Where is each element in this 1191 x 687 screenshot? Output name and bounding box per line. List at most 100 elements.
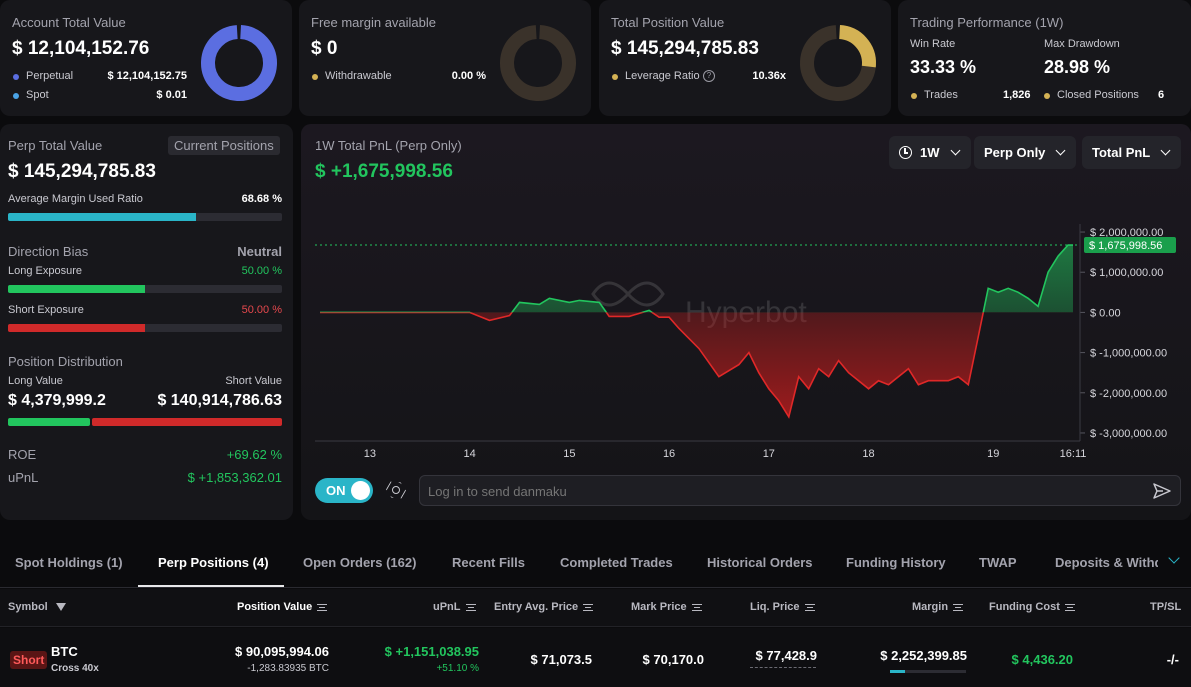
row-entry-price: $ 71,073.5 — [530, 652, 592, 667]
col-entry-price[interactable]: Entry Avg. Price — [494, 601, 594, 613]
distribution-bar — [8, 418, 282, 426]
perp-total-value: $ 145,294,785.83 — [8, 161, 156, 182]
metric-select[interactable]: Total PnL — [1082, 136, 1182, 169]
trading-performance-card: Trading Performance (1W) Win Rate 33.33 … — [898, 0, 1191, 116]
y-tick-label: $ -1,000,000.00 — [1090, 348, 1167, 360]
trades-value: 1,826 — [1003, 89, 1031, 101]
tab-twap[interactable]: TWAP — [979, 555, 1017, 570]
col-upnl[interactable]: uPnL — [433, 601, 476, 613]
row-tpsl[interactable]: -/- — [1166, 652, 1179, 667]
upnl-value: $ +1,853,362.01 — [187, 470, 282, 485]
sort-icon — [953, 603, 964, 611]
danmaku-input[interactable] — [428, 481, 1128, 501]
trades-label: Trades — [924, 89, 958, 101]
tab-deposits[interactable]: Deposits & Withdr — [1055, 555, 1158, 570]
tab-recent-fills[interactable]: Recent Fills — [452, 555, 525, 570]
leverage-label: Leverage Ratio — [625, 70, 700, 82]
roe-label: ROE — [8, 447, 37, 462]
table-row[interactable] — [0, 628, 1191, 687]
long-amount: $ 4,379,999.2 — [8, 392, 106, 409]
liq-underline — [750, 667, 816, 668]
position-value-title: Total Position Value — [611, 15, 725, 30]
col-position-value[interactable]: Position Value — [237, 601, 328, 613]
row-upnl: $ +1,151,038.95 — [384, 644, 479, 659]
tab-overflow-clip: Deposits & Withdr — [1055, 552, 1158, 572]
sort-icon — [317, 603, 328, 611]
drawdown-label: Max Drawdown — [1044, 38, 1120, 50]
row-symbol[interactable]: BTC — [51, 644, 78, 659]
row-upnl-pct: +51.10 % — [436, 663, 479, 674]
x-tick-label: 19 — [987, 448, 999, 460]
long-exposure-label: Long Exposure — [8, 265, 82, 277]
chevron-down-icon — [1160, 145, 1171, 156]
tab-open-orders[interactable]: Open Orders (162) — [303, 555, 417, 570]
leverage-value: 10.36x — [752, 70, 786, 82]
toggle-knob — [351, 481, 370, 500]
position-value-card: Total Position Value $ 145,294,785.83 Le… — [599, 0, 891, 116]
closed-value: 6 — [1158, 89, 1165, 101]
withdrawable-value: 0.00 % — [451, 70, 486, 82]
side-badge: Short — [10, 651, 48, 669]
col-funding-cost[interactable]: Funding Cost — [989, 601, 1075, 613]
tab-spot-holdings[interactable]: Spot Holdings (1) — [15, 555, 123, 570]
withdrawable-dot — [312, 74, 318, 80]
win-rate-value: 33.33 % — [910, 57, 977, 77]
col-mark-price[interactable]: Mark Price — [631, 601, 702, 613]
sort-icon — [583, 603, 594, 611]
col-symbol[interactable]: Symbol — [8, 601, 66, 613]
drawdown-value: 28.98 % — [1044, 57, 1111, 77]
sort-icon — [804, 603, 815, 611]
x-tick-label: 13 — [364, 448, 376, 460]
margin-ratio-bar — [8, 213, 282, 221]
pnl-chart-panel: 1W Total PnL (Perp Only) $ +1,675,998.56… — [301, 124, 1191, 520]
current-value-badge — [1084, 237, 1176, 254]
perp-summary-panel: Perp Total Value Current Positions $ 145… — [0, 124, 293, 520]
x-tick-label: 17 — [763, 448, 775, 460]
chart-total-value: $ +1,675,998.56 — [315, 161, 453, 182]
pnl-line-negative — [320, 312, 985, 419]
clock-icon — [899, 146, 912, 159]
col-liq-price[interactable]: Liq. Price — [750, 601, 815, 613]
col-margin[interactable]: Margin — [912, 601, 964, 613]
free-margin-value: $ 0 — [311, 38, 338, 59]
tab-scroll-button[interactable] — [1158, 540, 1191, 587]
send-icon[interactable] — [1152, 481, 1172, 501]
metric-label: Total PnL — [1092, 145, 1151, 160]
x-tick-label: 15 — [563, 448, 575, 460]
x-tick-label: 16 — [663, 448, 675, 460]
scope-select[interactable]: Perp Only — [974, 136, 1077, 169]
tab-completed-trades[interactable]: Completed Trades — [560, 555, 673, 570]
pnl-chart[interactable]: Hyperbot $ 2,000,000.00$ 1,000,000.00$ 0… — [301, 184, 1191, 524]
margin-fill-bar — [890, 670, 966, 673]
withdrawable-label: Withdrawable — [325, 70, 392, 82]
y-tick-label: $ -3,000,000.00 — [1090, 428, 1167, 440]
trades-dot — [911, 93, 917, 99]
spot-dot — [13, 93, 19, 99]
chevron-down-icon — [1055, 145, 1066, 156]
account-total-title: Account Total Value — [12, 15, 126, 30]
danmaku-input-wrap[interactable] — [419, 475, 1181, 506]
timeframe-select[interactable]: 1W — [889, 136, 971, 169]
performance-title: Trading Performance (1W) — [910, 15, 1064, 30]
short-value-label: Short Value — [225, 375, 282, 387]
short-amount: $ 140,914,786.63 — [157, 392, 282, 409]
upnl-label: uPnL — [8, 470, 39, 485]
tab-perp-positions[interactable]: Perp Positions (4) — [158, 555, 269, 570]
tab-funding-history[interactable]: Funding History — [846, 555, 946, 570]
y-tick-label: $ -2,000,000.00 — [1090, 388, 1167, 400]
row-margin: $ 2,252,399.85 — [880, 648, 967, 663]
positive-area — [320, 245, 1073, 313]
current-positions-badge[interactable]: Current Positions — [168, 136, 280, 155]
row-position-size: -1,283.83935 BTC — [247, 663, 329, 674]
margin-ratio-value: 68.68 % — [241, 193, 282, 205]
negative-area — [469, 312, 984, 417]
direction-bias-value: Neutral — [237, 244, 282, 259]
sort-icon — [691, 603, 702, 611]
filter-icon[interactable] — [55, 603, 66, 612]
info-icon[interactable]: ? — [703, 70, 715, 82]
danmaku-toggle[interactable]: ON — [315, 478, 373, 503]
timeframe-label: 1W — [920, 145, 940, 160]
tab-historical-orders[interactable]: Historical Orders — [707, 555, 813, 570]
long-value-label: Long Value — [8, 375, 63, 387]
perpetual-value: $ 12,104,152.75 — [107, 70, 187, 82]
